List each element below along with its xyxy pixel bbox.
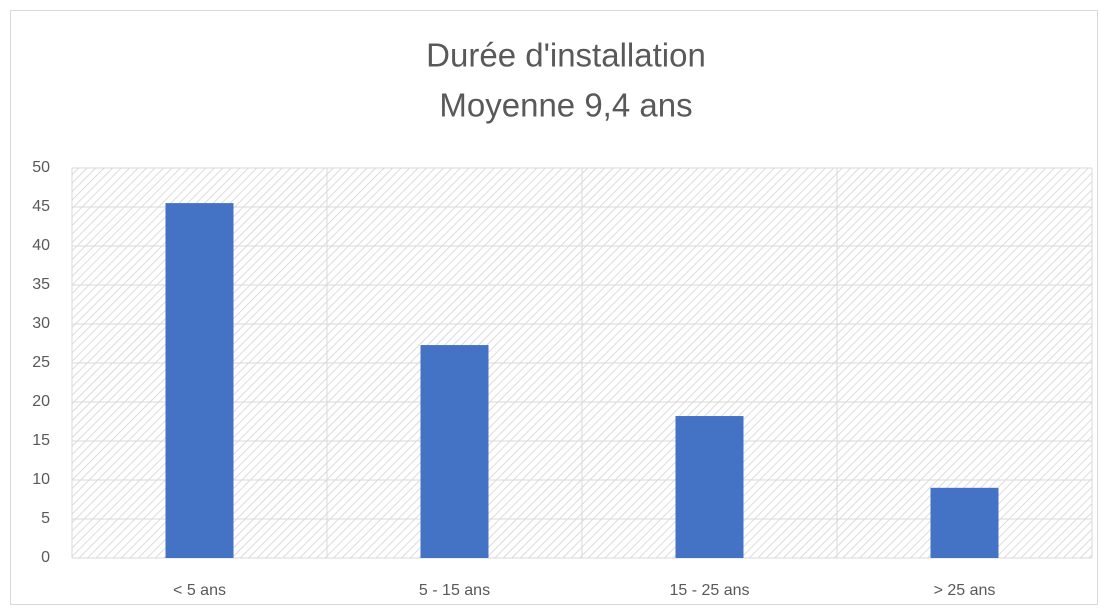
y-tick-label: 0 [41,549,50,566]
x-tick-label: 5 - 15 ans [419,582,490,599]
x-tick-label: 15 - 25 ans [669,582,749,599]
x-tick-label: < 5 ans [173,582,226,599]
y-tick-label: 40 [32,237,50,254]
chart-title: Durée d'installation [426,37,706,74]
y-tick-label: 10 [32,471,50,488]
y-tick-label: 50 [32,159,50,176]
y-tick-label: 25 [32,354,50,371]
bar [675,416,744,558]
y-tick-label: 5 [41,510,50,527]
bar [420,345,489,558]
x-tick-label: > 25 ans [934,582,996,599]
bar [165,203,234,558]
y-tick-label: 35 [32,276,50,293]
y-tick-label: 15 [32,432,50,449]
y-tick-label: 30 [32,315,50,332]
y-tick-label: 45 [32,198,50,215]
bar [930,487,999,558]
y-tick-label: 20 [32,393,50,410]
chart-subtitle: Moyenne 9,4 ans [439,87,692,124]
